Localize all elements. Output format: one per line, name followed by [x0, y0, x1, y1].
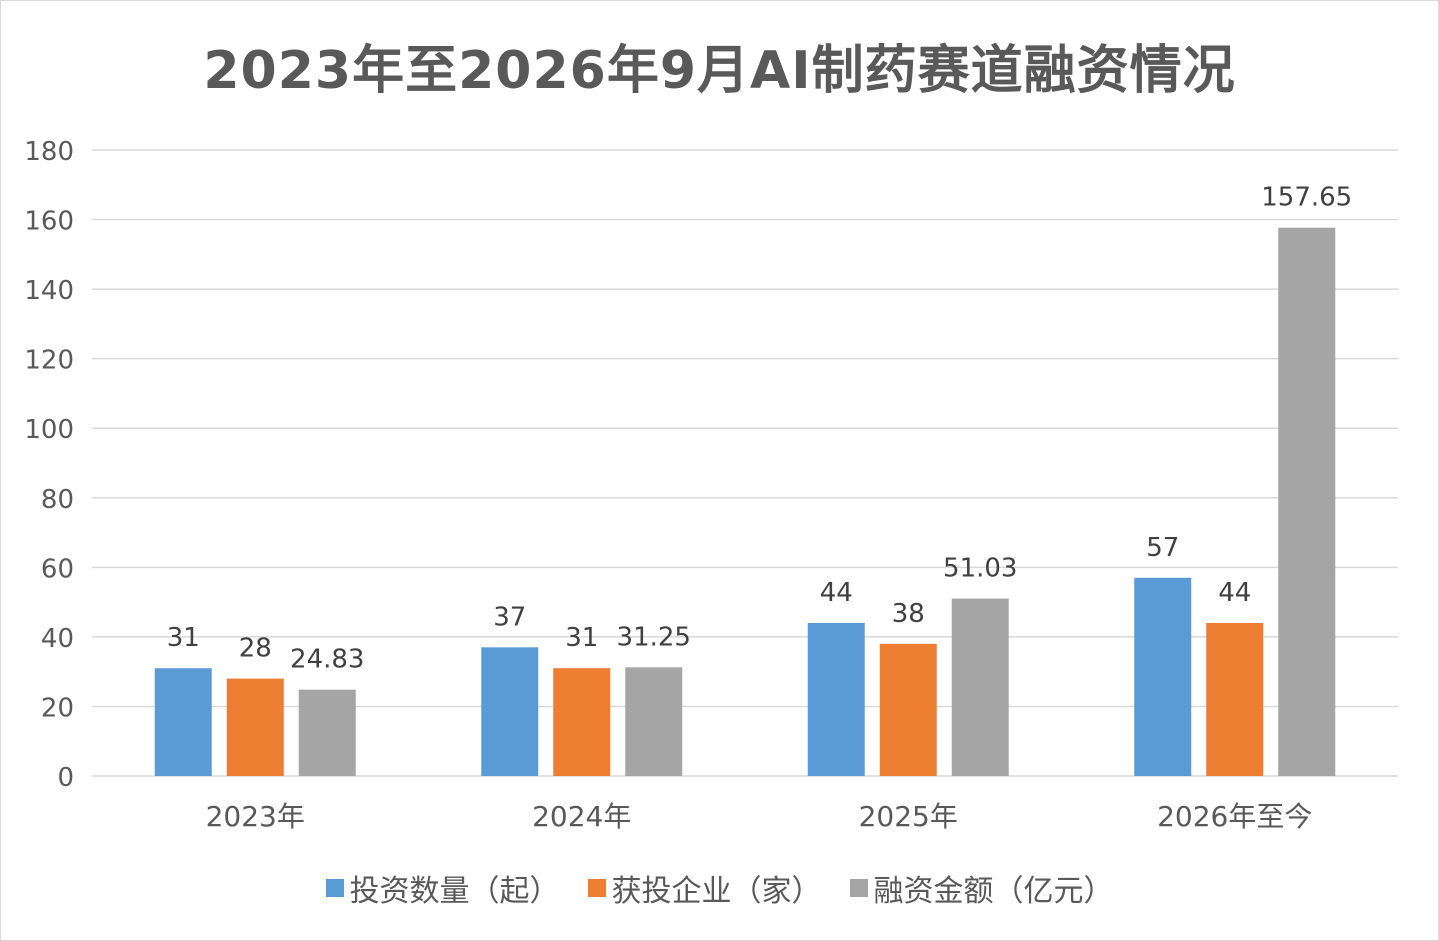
legend-item-investment-count: 投资数量（起）: [325, 866, 560, 910]
bar: [226, 678, 284, 776]
y-tick-label: 0: [57, 763, 74, 793]
bar: [481, 647, 539, 776]
bar: [298, 689, 356, 776]
legend-swatch: [849, 879, 868, 897]
data-label: 38: [892, 599, 925, 629]
data-label: 157.65: [1261, 183, 1352, 213]
data-label: 44: [1218, 578, 1251, 608]
legend-item-funding-amount: 融资金额（亿元）: [849, 866, 1114, 910]
y-tick-label: 60: [41, 554, 74, 584]
bar: [807, 622, 865, 776]
legend-item-funded-companies: 获投企业（家）: [587, 866, 822, 910]
x-tick-label: 2025年: [859, 800, 958, 833]
legend: 投资数量（起） 获投企业（家） 融资金额（亿元）: [0, 866, 1439, 910]
gridlines: [92, 149, 1398, 777]
legend-swatch: [587, 879, 606, 897]
data-label: 28: [239, 634, 272, 664]
data-label: 24.83: [290, 645, 364, 675]
legend-swatch: [325, 879, 344, 897]
x-tick-label: 2026年至今: [1157, 800, 1312, 833]
x-tick-label: 2023年: [206, 800, 305, 833]
x-tick-label: 2024年: [532, 800, 631, 833]
bar: [1206, 622, 1264, 776]
data-label: 44: [820, 578, 853, 608]
y-tick-label: 40: [41, 624, 74, 654]
legend-label: 融资金额（亿元）: [873, 874, 1114, 909]
y-tick-label: 140: [24, 276, 74, 306]
chart-title: 2023年至2026年9月AI制药赛道融资情况: [203, 41, 1236, 101]
bars: [154, 227, 1336, 776]
y-tick-label: 180: [24, 137, 74, 167]
y-tick-label: 20: [41, 693, 74, 723]
y-tick-label: 100: [24, 415, 74, 445]
bar: [951, 598, 1009, 776]
bar: [625, 667, 683, 776]
data-label: 31: [167, 623, 200, 653]
data-label: 37: [493, 602, 526, 632]
legend-label: 获投企业（家）: [611, 874, 822, 909]
data-label: 31.25: [617, 622, 691, 652]
bar: [1278, 227, 1336, 776]
bar: [1134, 577, 1192, 776]
data-label: 51.03: [943, 554, 1017, 584]
legend-label: 投资数量（起）: [349, 874, 560, 909]
y-axis-ticks: 0 20 40 60 80 100 120 140 160 180: [24, 137, 74, 793]
data-labels: 31 28 24.83 37 31 31.25 44 38 51.03 57 44 157.65: [167, 183, 1353, 675]
data-label: 31: [565, 623, 598, 653]
bar: [154, 668, 212, 776]
bar: [553, 668, 611, 776]
x-axis-ticks: 2023年 2024年 2025年 2026年至今: [206, 800, 1313, 833]
data-label: 57: [1146, 533, 1179, 563]
y-tick-label: 80: [41, 485, 74, 515]
bar: [879, 643, 937, 776]
y-tick-label: 120: [24, 346, 74, 376]
y-tick-label: 160: [24, 207, 74, 237]
